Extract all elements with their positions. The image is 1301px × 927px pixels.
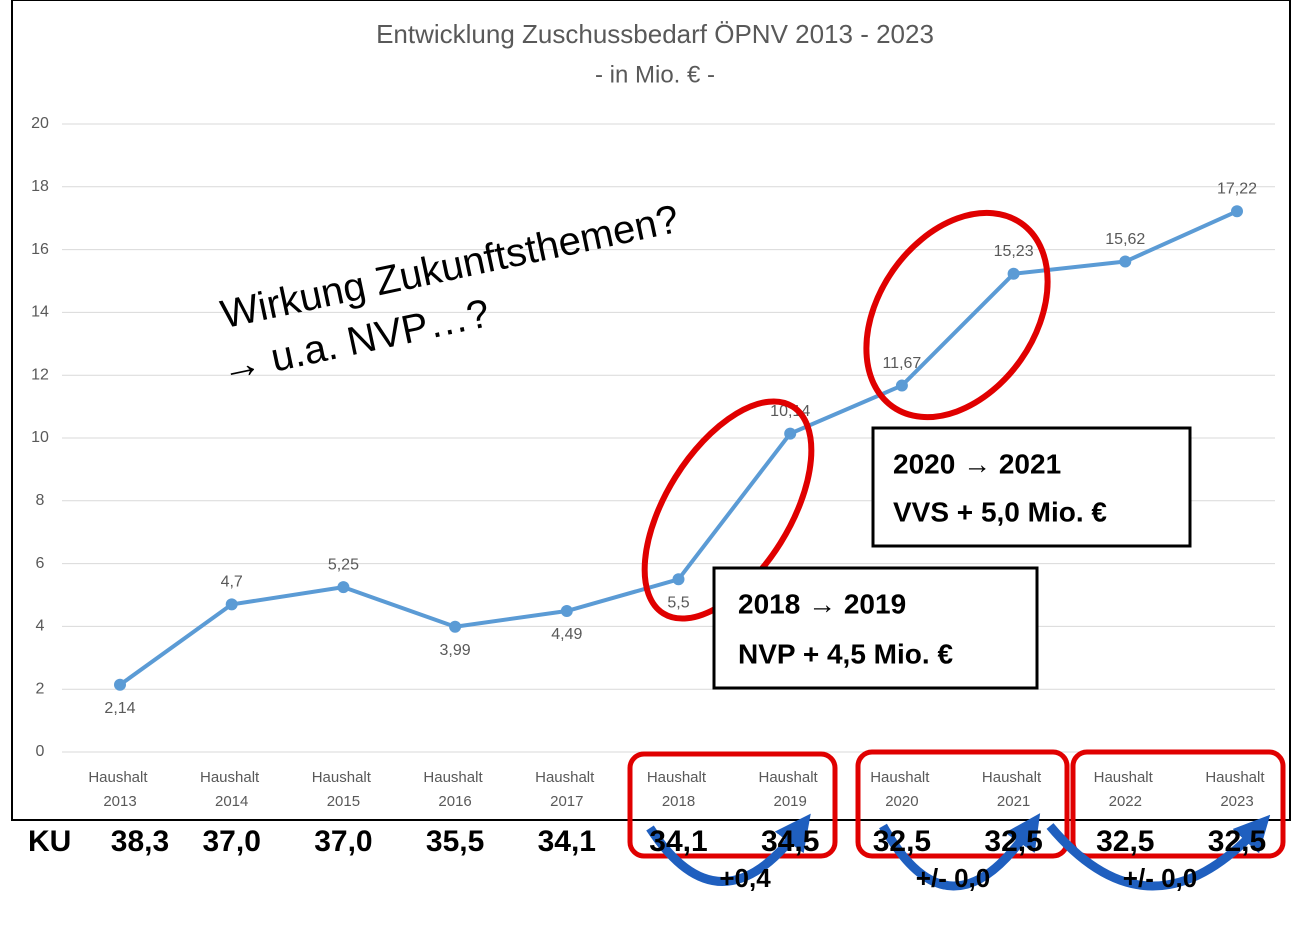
data-label: 11,67: [882, 355, 921, 372]
ku-value: 38,3: [111, 825, 169, 858]
data-label: 15,62: [1105, 231, 1145, 248]
data-label: 3,99: [440, 642, 471, 659]
group-box: [1070, 749, 1286, 859]
y-tick-label: 14: [31, 304, 49, 321]
y-tick-label: 20: [31, 115, 49, 132]
chart-frame: [11, 0, 1291, 821]
data-point: [1119, 255, 1132, 268]
ku-value: 34,5: [761, 825, 819, 858]
ku-value: 32,5: [873, 825, 931, 858]
x-tick-label: Haushalt 2020: [870, 769, 933, 810]
arrow: [879, 813, 1041, 891]
data-label: 2,14: [104, 700, 135, 717]
x-tick-label: Haushalt 2023: [1205, 769, 1268, 810]
y-tick-label: 10: [31, 429, 49, 446]
y-tick-label: 6: [36, 555, 45, 572]
ku-value: 32,5: [1208, 825, 1266, 858]
change-label: +/- 0,0: [916, 863, 990, 893]
annotation-box: [712, 566, 1039, 690]
data-label: 15,23: [994, 243, 1034, 260]
data-label: 5,5: [667, 595, 689, 612]
group-box: [855, 749, 1070, 859]
highlight-ellipse: [641, 398, 815, 622]
data-point: [114, 678, 126, 691]
y-tick-label: 0: [36, 743, 45, 760]
data-label: 4,49: [551, 626, 582, 643]
x-tick-label: Haushalt 2013: [88, 769, 151, 810]
data-point: [1231, 205, 1243, 218]
ku-value: 35,5: [426, 825, 484, 858]
arrow: [646, 813, 811, 886]
x-tick-label: Haushalt 2015: [312, 769, 375, 810]
data-label: 4,7: [221, 574, 243, 591]
annotation: 2020 → 2021: [893, 448, 1061, 479]
change-label: +0,4: [719, 863, 771, 893]
ku-label: KU: [28, 825, 71, 858]
chart-title: Entwicklung Zuschussbedarf ÖPNV 2013 - 2…: [376, 19, 934, 49]
x-tick-label: Haushalt 2017: [535, 769, 598, 810]
x-tick-label: Haushalt 2021: [982, 769, 1045, 810]
ku-value: 37,0: [203, 825, 261, 858]
y-tick-label: 4: [36, 618, 45, 635]
y-tick-label: 12: [31, 366, 49, 383]
y-tick-label: 8: [36, 492, 45, 509]
ku-value: 32,5: [984, 825, 1042, 858]
data-point: [784, 427, 797, 440]
x-tick-label: Haushalt 2016: [423, 769, 486, 810]
x-tick-label: Haushalt 2018: [647, 769, 710, 810]
x-tick-label: Haushalt 2022: [1094, 769, 1157, 810]
data-label: 17,22: [1217, 181, 1257, 198]
ku-value: 34,1: [649, 825, 707, 858]
chart-subtitle: - in Mio. € -: [595, 61, 715, 88]
annotation: 2018 → 2019: [738, 588, 906, 619]
data-point: [337, 581, 350, 594]
data-point: [560, 605, 573, 618]
data-point: [895, 379, 908, 392]
data-point: [1007, 267, 1020, 280]
y-tick-label: 2: [36, 680, 45, 697]
x-tick-label: Haushalt 2019: [759, 769, 822, 810]
group-box: [627, 751, 838, 859]
data-point: [672, 573, 685, 586]
annotation: VVS + 5,0 Mio. €: [893, 496, 1107, 527]
data-point: [449, 620, 462, 633]
annotation: NVP + 4,5 Mio. €: [738, 638, 953, 669]
arrow: [1046, 814, 1271, 891]
change-label: +/- 0,0: [1123, 863, 1197, 893]
data-label: 5,25: [328, 556, 359, 573]
data-point: [225, 598, 238, 611]
ku-value: 34,1: [538, 825, 596, 858]
ku-value: 37,0: [314, 825, 372, 858]
x-tick-label: Haushalt 2014: [200, 769, 263, 810]
annotation-box: [871, 426, 1192, 548]
ku-value: 32,5: [1096, 825, 1154, 858]
highlight-ellipse: [863, 209, 1051, 421]
y-tick-label: 16: [31, 241, 49, 258]
y-tick-label: 18: [31, 178, 49, 195]
